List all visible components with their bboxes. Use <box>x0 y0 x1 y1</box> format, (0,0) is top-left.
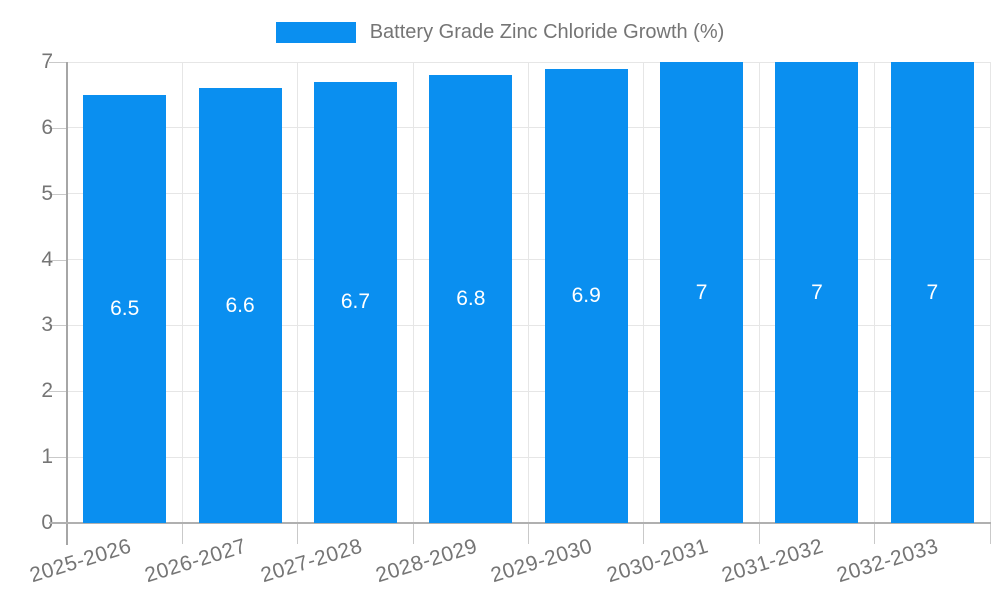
bar-value-label: 6.6 <box>225 293 255 317</box>
x-tick <box>412 524 414 544</box>
bar[interactable]: 6.8 <box>429 75 513 523</box>
y-tick <box>49 391 67 393</box>
y-tick <box>49 457 67 459</box>
y-tick <box>49 259 67 261</box>
gridline <box>528 62 529 523</box>
gridline <box>758 62 760 523</box>
x-tick-label: 2032-2033 <box>834 534 942 588</box>
x-tick-label: 2031-2032 <box>719 534 827 588</box>
x-tick <box>758 524 760 544</box>
gridline <box>989 62 991 523</box>
x-tick-label: 2030-2031 <box>603 534 711 588</box>
legend: Battery Grade Zinc Chloride Growth (%) <box>0 21 1000 44</box>
gridline <box>412 62 414 523</box>
x-tick-label: 2026-2027 <box>142 534 250 588</box>
gridline <box>297 62 299 523</box>
y-tick-label: 7 <box>41 50 53 73</box>
x-tick-label: 2025-2026 <box>26 534 134 588</box>
y-tick-label: 2 <box>41 379 53 403</box>
legend-swatch <box>275 22 356 43</box>
bar[interactable]: 6.9 <box>544 68 628 523</box>
y-tick <box>49 62 67 63</box>
bar[interactable]: 7 <box>775 62 859 523</box>
x-tick <box>643 524 645 544</box>
y-tick <box>49 325 67 327</box>
legend-item[interactable]: Battery Grade Zinc Chloride Growth (%) <box>275 21 725 44</box>
bar-value-label: 6.8 <box>456 287 486 311</box>
bar[interactable]: 6.6 <box>198 88 282 523</box>
x-tick <box>874 524 876 544</box>
y-axis-line <box>66 62 68 545</box>
bar[interactable]: 7 <box>660 62 744 523</box>
legend-label: Battery Grade Zinc Chloride Growth (%) <box>369 21 725 43</box>
y-tick-label: 6 <box>41 115 53 139</box>
gridline <box>643 62 645 523</box>
x-tick <box>181 524 183 544</box>
x-tick-label: 2029-2030 <box>488 534 596 588</box>
x-tick <box>528 524 529 544</box>
x-axis-line <box>49 522 991 524</box>
x-tick <box>989 524 991 544</box>
bar[interactable]: 7 <box>890 62 974 523</box>
x-tick-label: 2028-2029 <box>372 534 481 588</box>
x-tick-label: 2027-2028 <box>257 534 365 588</box>
y-tick-label: 1 <box>41 445 53 469</box>
bar-value-label: 6.9 <box>571 283 601 307</box>
bar-value-label: 7 <box>811 280 823 304</box>
bar-value-label: 6.5 <box>110 296 140 320</box>
y-tick <box>49 127 67 129</box>
y-tick <box>49 193 67 195</box>
gridline <box>874 62 876 523</box>
y-tick-label: 5 <box>41 181 53 205</box>
y-tick-label: 3 <box>41 313 53 337</box>
bar-value-label: 7 <box>926 280 939 304</box>
bar[interactable]: 6.7 <box>313 81 397 523</box>
bar[interactable]: 6.5 <box>83 94 167 523</box>
y-tick-label: 4 <box>41 247 53 271</box>
bar-value-label: 6.7 <box>340 290 371 314</box>
gridline <box>181 62 183 523</box>
bar-value-label: 7 <box>695 280 708 304</box>
x-tick <box>297 524 299 544</box>
y-tick-label: 0 <box>41 511 53 534</box>
